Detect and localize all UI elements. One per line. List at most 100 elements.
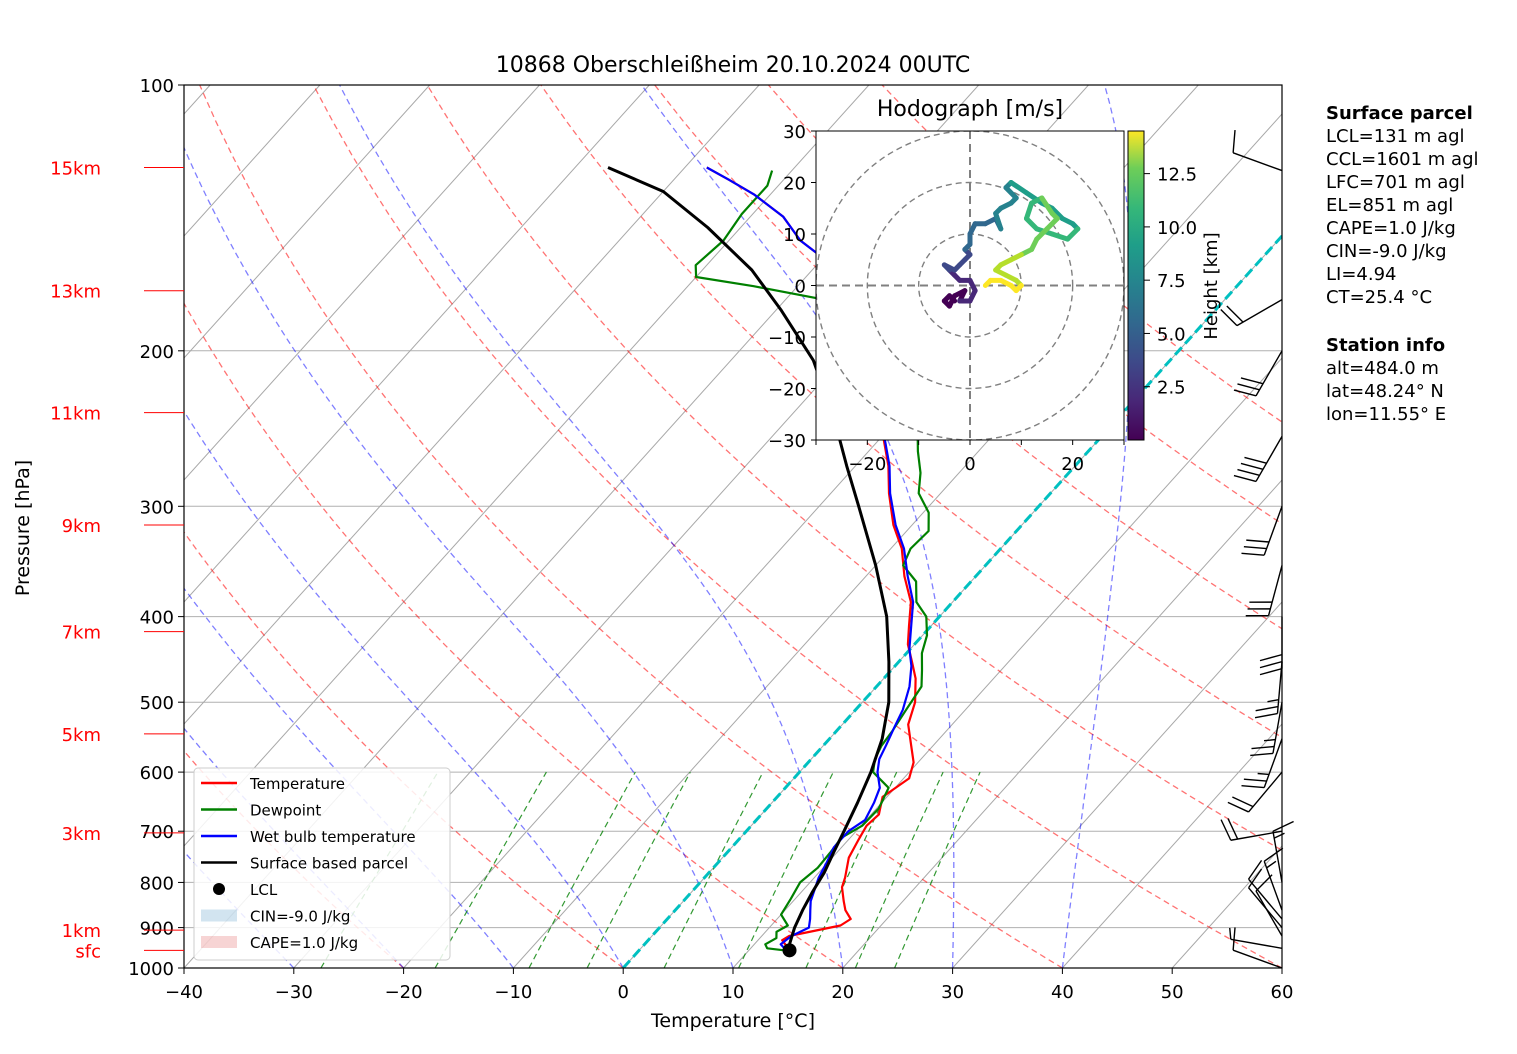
hodograph-axes: −20 0 20 −30 −20 −10 0 10 20 30 xyxy=(768,122,1125,475)
y-tick-label: 400 xyxy=(140,608,174,629)
colorbar-tick-label: 12.5 xyxy=(1157,165,1197,186)
surface-parcel-heading: Surface parcel xyxy=(1326,103,1473,124)
wind-barb-feather xyxy=(1243,778,1267,782)
legend-label: LCL xyxy=(250,881,278,899)
isotherm-line xyxy=(842,479,1282,968)
li-value: LI=4.94 xyxy=(1326,264,1397,285)
wind-barb-shaft xyxy=(1255,350,1283,397)
colorbar xyxy=(1127,130,1145,441)
x-tick-label: −40 xyxy=(165,982,203,1003)
mixing-ratio-line xyxy=(805,771,898,968)
wind-barb-shaft xyxy=(1255,436,1283,482)
isotherm-line xyxy=(513,113,1282,968)
main-plot: −40 −30 −20 −10 0 10 20 30 40 50 60100090080070060… xyxy=(12,76,1294,1032)
legend-label: Surface based parcel xyxy=(250,855,408,873)
isotherm-line xyxy=(952,601,1282,968)
hodograph-y-tick-label: 20 xyxy=(783,174,806,195)
isotherm-line xyxy=(1062,723,1282,968)
wind-barb-feather xyxy=(1247,868,1263,889)
wind-barb-feather xyxy=(1233,474,1257,483)
wind-barb-feather xyxy=(1240,462,1264,470)
main-axes: −40 −30 −20 −10 0 10 20 30 40 50 60100090080070060… xyxy=(128,76,1293,1003)
wind-barb-feather xyxy=(1263,847,1284,862)
wind-barb xyxy=(1233,436,1283,483)
legend-label: CIN=-9.0 J/kg xyxy=(250,908,350,926)
height-label: sfc xyxy=(75,941,101,962)
el-value: EL=851 m agl xyxy=(1326,195,1454,216)
hodograph-trace-segment xyxy=(1023,200,1035,222)
hodograph-trace-segment xyxy=(1039,195,1055,216)
wind-barbs xyxy=(1220,130,1294,969)
wind-barb-shaft xyxy=(1272,702,1283,754)
moist-adiabat xyxy=(184,587,514,968)
wind-barb-feather xyxy=(1266,860,1277,869)
station-longitude: lon=11.55° E xyxy=(1326,404,1447,425)
lcl-marker xyxy=(782,943,797,958)
wind-barb-shaft xyxy=(1267,565,1283,616)
mixing-ratio-line xyxy=(738,771,834,968)
colorbar-tick-label: 10.0 xyxy=(1157,218,1197,239)
mixing-ratio-line xyxy=(528,771,636,968)
wind-barb xyxy=(1232,927,1283,969)
wind-barb-shaft xyxy=(1232,152,1283,172)
x-tick-label: 60 xyxy=(1271,982,1294,1003)
x-tick-label: −30 xyxy=(275,982,313,1003)
station-altitude: alt=484.0 m xyxy=(1326,358,1439,379)
wind-barb-feather xyxy=(1237,383,1260,391)
wind-barb-feather xyxy=(1251,745,1275,750)
wind-barb-feather xyxy=(1267,698,1279,703)
wind-barb-feather xyxy=(1232,130,1236,153)
isotherm-line xyxy=(184,85,760,725)
dry-adiabat xyxy=(426,85,1282,852)
hodograph-y-tick-label: 10 xyxy=(783,225,806,246)
hodograph-y-tick-label: −30 xyxy=(768,431,806,452)
wind-barb-shaft xyxy=(1263,506,1283,556)
y-tick-label: 200 xyxy=(140,342,174,363)
lfc-value: LFC=701 m agl xyxy=(1326,172,1465,193)
isotherm-line xyxy=(184,85,870,847)
lcl-value: LCL=131 m agl xyxy=(1326,126,1465,147)
hodograph-x-tick-label: −20 xyxy=(848,454,886,475)
wind-barb-feather xyxy=(1254,712,1278,719)
y-tick-label: 100 xyxy=(140,76,174,97)
colorbar-label: Height [km] xyxy=(1201,232,1222,339)
cape-value: CAPE=1.0 J/kg xyxy=(1326,218,1456,239)
wind-barb-shaft xyxy=(1230,938,1283,950)
wind-barb-feather xyxy=(1257,772,1270,776)
wind-barb-feather xyxy=(1233,389,1257,397)
wind-barb xyxy=(1220,298,1283,327)
wind-barb xyxy=(1241,506,1283,556)
y-tick-label: 900 xyxy=(140,919,174,940)
wind-barb xyxy=(1259,616,1283,676)
wind-barb-shaft xyxy=(1248,887,1283,929)
wind-barb-feather xyxy=(1232,796,1254,808)
wind-barb-shaft xyxy=(1255,890,1283,937)
height-label: 1km xyxy=(62,921,101,942)
y-tick-label: 500 xyxy=(140,693,174,714)
hodograph-plot xyxy=(816,131,1124,440)
height-label: 9km xyxy=(62,516,101,537)
station-info-heading: Station info xyxy=(1326,335,1446,356)
height-label: 11km xyxy=(50,404,101,425)
isotherm-line xyxy=(184,85,650,603)
hodograph-x-tick-label: 0 xyxy=(964,454,975,475)
legend: Temperature Dewpoint Wet bulb temperature S… xyxy=(193,767,451,961)
height-label: 15km xyxy=(50,158,101,179)
x-tick-label: 20 xyxy=(831,982,854,1003)
wind-barb-shaft xyxy=(1236,298,1283,327)
wind-barb xyxy=(1227,771,1283,813)
freezing-level-line xyxy=(622,233,1282,968)
wind-barb-feather xyxy=(1240,377,1264,385)
x-tick-label: 50 xyxy=(1161,982,1184,1003)
y-tick-label: 800 xyxy=(140,873,174,894)
legend-label: Temperature xyxy=(249,775,345,793)
y-axis-label: Pressure [hPa] xyxy=(12,460,34,596)
wind-barb xyxy=(1233,350,1283,397)
mixing-ratio-line xyxy=(663,771,764,968)
wind-barb-feather xyxy=(1227,801,1249,813)
series-surface-based-parcel xyxy=(607,166,891,951)
colorbar-ticks: 2.5 5.0 7.5 10.0 12.5 xyxy=(1144,165,1197,399)
colorbar-tick-label: 5.0 xyxy=(1157,324,1186,345)
hodograph-trace-segment xyxy=(982,277,994,288)
